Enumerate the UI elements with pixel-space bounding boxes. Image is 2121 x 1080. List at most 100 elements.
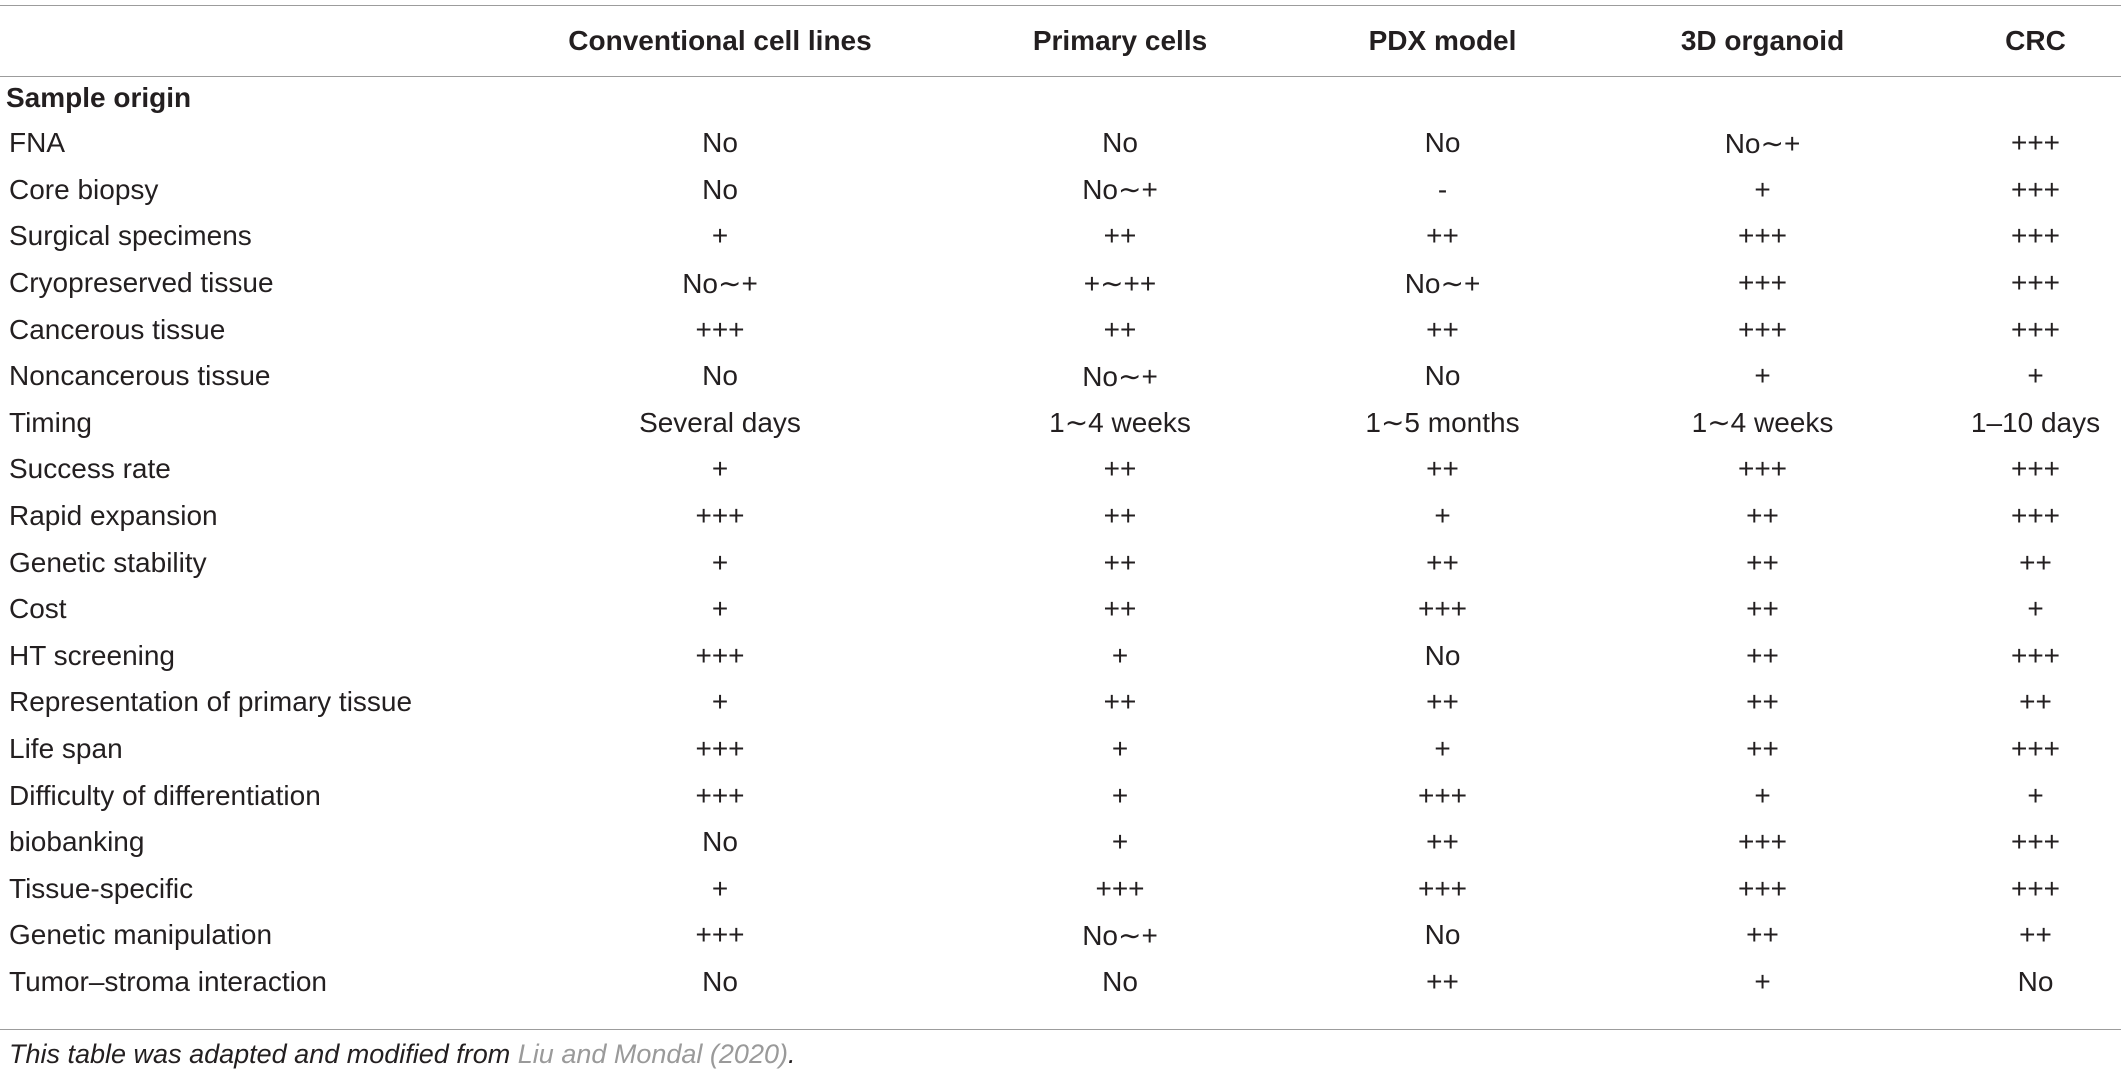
table-cell: ++ <box>1426 826 1459 858</box>
table-cell: No <box>1424 127 1461 159</box>
table-cell: ++ <box>1426 686 1459 718</box>
table-row: Representation of primary tissue + ++ ++ ++ +… <box>0 679 2121 726</box>
table-cell: + <box>2027 593 2044 625</box>
table-cell: + <box>1111 826 1129 858</box>
table-cell: + <box>711 546 729 578</box>
table-row: Cancerous tissue +++ ++ ++ +++ +++ <box>0 306 2121 353</box>
table-cell: ++ <box>1103 453 1137 485</box>
row-label: Difficulty of differentiation <box>9 779 321 811</box>
row-label: biobanking <box>9 826 145 858</box>
table-cell: +++ <box>2010 267 2061 299</box>
column-header <box>0 5 510 76</box>
table-cell: +++ <box>1417 593 1468 625</box>
table-cell: +++ <box>1737 826 1788 858</box>
table-cell: - <box>1437 173 1448 205</box>
table-cell: +++ <box>2010 500 2061 532</box>
column-header: 3D organoid <box>1680 24 1845 56</box>
table-cell: +++ <box>1737 267 1788 299</box>
table-cell: 1∼4 weeks <box>1049 407 1191 439</box>
table-cell: +++ <box>1737 872 1788 904</box>
table-cell: 1–10 days <box>1970 406 2101 438</box>
column-header: Conventional cell lines <box>568 24 872 56</box>
section-row: Sample origin <box>0 76 2121 120</box>
table-row: Tumor–stroma interaction No No ++ + No <box>0 959 2121 1006</box>
table-cell: ++ <box>1746 919 1779 951</box>
table-cell: +++ <box>695 733 745 765</box>
table-cell: ++ <box>1746 686 1779 718</box>
table-cell: No <box>702 173 738 205</box>
table-cell: +∼++ <box>1083 267 1157 299</box>
row-label: Life span <box>9 733 123 765</box>
table-cell: + <box>711 453 729 485</box>
row-label: Cost <box>9 593 67 625</box>
row-label: Representation of primary tissue <box>9 686 413 718</box>
table-cell: No <box>2017 965 2054 997</box>
table-cell: No <box>702 826 738 858</box>
table-cell: + <box>711 593 729 625</box>
table-row: HT screening +++ + No ++ +++ <box>0 633 2121 680</box>
table-cell: +++ <box>2010 173 2061 205</box>
row-label: Timing <box>9 406 92 438</box>
table-cell: + <box>2027 360 2044 392</box>
table-cell: + <box>1754 173 1771 205</box>
table-cell: +++ <box>695 500 745 532</box>
table-cell: +++ <box>2010 453 2061 485</box>
table-cell: No∼+ <box>1724 127 1801 159</box>
table-cell: ++ <box>1426 313 1459 345</box>
row-label: Success rate <box>9 453 171 485</box>
table-cell: +++ <box>2010 733 2061 765</box>
table-cell: ++ <box>2019 919 2052 951</box>
footnote-reference-link[interactable]: Liu and Mondal (2020) <box>517 1039 788 1069</box>
table-header-rule <box>0 76 2121 77</box>
table-cell: + <box>711 686 729 718</box>
table-cell: ++ <box>1426 965 1459 997</box>
table-row: Tissue-specific + +++ +++ +++ +++ <box>0 866 2121 913</box>
column-header: PDX model <box>1368 24 1517 56</box>
table-cell: +++ <box>2010 127 2061 159</box>
table-cell: + <box>1754 965 1771 997</box>
table-body: Sample origin FNA No No No No∼+ +++ Core biops… <box>0 76 2121 1005</box>
column-header: Primary cells <box>1032 24 1208 56</box>
table-row: Noncancerous tissue No No∼+ No + + <box>0 353 2121 400</box>
table-footnote: This table was adapted and modified from… <box>9 1039 795 1070</box>
table-row: Timing Several days 1∼4 weeks 1∼5 months 1∼4… <box>0 400 2121 447</box>
row-label: Tumor–stroma interaction <box>9 965 327 997</box>
table-cell: + <box>711 872 729 904</box>
table-row: Difficulty of differentiation +++ + +++ + + <box>0 772 2121 819</box>
table-cell: No <box>702 360 738 392</box>
table-cell: ++ <box>1103 220 1137 252</box>
table-cell: 1∼4 weeks <box>1691 407 1834 439</box>
row-label: Rapid expansion <box>9 500 218 532</box>
table-cell: ++ <box>2019 546 2052 578</box>
table-cell: No <box>1424 639 1461 671</box>
table-cell: ++ <box>1103 500 1137 532</box>
table-cell: +++ <box>1417 872 1468 904</box>
table-row: FNA No No No No∼+ +++ <box>0 120 2121 167</box>
table-cell: No∼+ <box>1082 919 1158 951</box>
table-cell: +++ <box>2010 826 2061 858</box>
table-row: Genetic manipulation +++ No∼+ No ++ ++ <box>0 912 2121 959</box>
table-cell: ++ <box>1746 733 1779 765</box>
footnote-end: . <box>787 1039 796 1069</box>
table-cell: No <box>1102 965 1138 997</box>
table-cell: ++ <box>2019 686 2052 718</box>
table-cell: No∼+ <box>1082 360 1158 392</box>
table-cell: + <box>1111 779 1129 811</box>
table-cell: ++ <box>1426 453 1459 485</box>
table-cell: +++ <box>1737 453 1788 485</box>
table-cell: ++ <box>1103 546 1137 578</box>
table-row: Rapid expansion +++ ++ + ++ +++ <box>0 493 2121 540</box>
table-cell: +++ <box>695 639 745 671</box>
table-cell: +++ <box>2010 220 2061 252</box>
comparison-table: Conventional cell lines Primary cells PD… <box>0 5 2121 1005</box>
table-cell: ++ <box>1426 220 1459 252</box>
table-cell: +++ <box>1417 779 1468 811</box>
table-cell: +++ <box>1095 872 1145 904</box>
table-cell: + <box>1434 733 1451 765</box>
table-cell: + <box>2027 779 2044 811</box>
table-cell: No <box>702 127 738 159</box>
table-row: Core biopsy No No∼+ - + +++ <box>0 167 2121 214</box>
table-cell: +++ <box>1737 220 1788 252</box>
row-label: HT screening <box>9 639 176 671</box>
table-cell: +++ <box>2010 313 2061 345</box>
